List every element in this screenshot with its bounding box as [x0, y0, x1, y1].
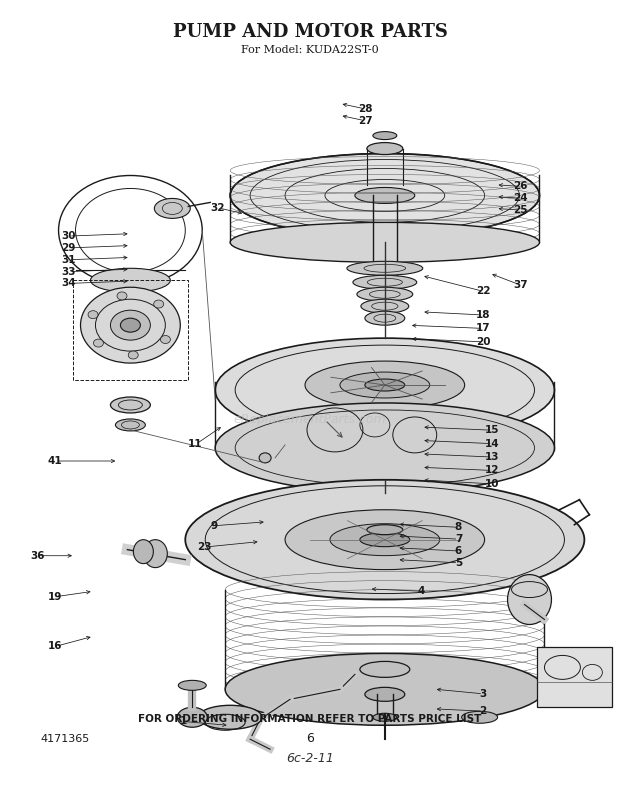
Text: 30: 30: [61, 231, 76, 241]
Ellipse shape: [365, 311, 405, 325]
Ellipse shape: [347, 261, 423, 275]
Text: PUMP AND MOTOR PARTS: PUMP AND MOTOR PARTS: [172, 24, 448, 41]
Text: 12: 12: [485, 465, 500, 475]
Text: 36: 36: [30, 551, 45, 561]
Ellipse shape: [143, 539, 167, 568]
Text: 6: 6: [455, 546, 462, 556]
Text: 33: 33: [61, 267, 76, 277]
Ellipse shape: [225, 653, 544, 725]
Ellipse shape: [133, 539, 153, 564]
Ellipse shape: [367, 524, 403, 535]
Text: 29: 29: [61, 243, 76, 253]
Ellipse shape: [117, 292, 127, 300]
Bar: [73, 280, 188, 380]
Ellipse shape: [110, 310, 151, 340]
Text: 2: 2: [480, 706, 487, 716]
Text: 15: 15: [485, 426, 500, 435]
Text: 7: 7: [455, 534, 462, 544]
Text: 27: 27: [358, 115, 373, 126]
Ellipse shape: [305, 361, 464, 409]
Text: 6c-2-11: 6c-2-11: [286, 752, 334, 765]
Text: 34: 34: [61, 278, 76, 289]
Text: FOR ORDERING INFORMATION REFER TO PARTS PRICE LIST: FOR ORDERING INFORMATION REFER TO PARTS …: [138, 714, 482, 724]
Ellipse shape: [88, 311, 98, 319]
Ellipse shape: [179, 680, 206, 691]
Ellipse shape: [161, 335, 171, 343]
Ellipse shape: [367, 142, 403, 154]
Ellipse shape: [462, 711, 498, 723]
Ellipse shape: [94, 339, 104, 347]
Ellipse shape: [177, 707, 207, 727]
Ellipse shape: [128, 351, 138, 359]
Ellipse shape: [110, 397, 151, 413]
Ellipse shape: [373, 131, 397, 139]
Ellipse shape: [115, 419, 145, 431]
Text: eReplacementParts.com: eReplacementParts.com: [234, 413, 386, 426]
Text: 4: 4: [418, 586, 425, 596]
Ellipse shape: [154, 199, 190, 218]
Ellipse shape: [360, 661, 410, 677]
Ellipse shape: [365, 687, 405, 702]
Text: 3: 3: [480, 689, 487, 698]
Text: 5: 5: [455, 558, 462, 568]
Text: 13: 13: [485, 452, 500, 462]
Text: 17: 17: [476, 324, 490, 334]
Text: 11: 11: [188, 440, 203, 449]
Ellipse shape: [360, 532, 410, 547]
Text: For Model: KUDA22ST-0: For Model: KUDA22ST-0: [241, 45, 379, 55]
Text: 19: 19: [48, 592, 63, 602]
Text: 14: 14: [485, 439, 500, 448]
Text: 28: 28: [358, 104, 373, 114]
Ellipse shape: [353, 275, 417, 290]
Ellipse shape: [230, 153, 539, 237]
Text: 16: 16: [48, 642, 63, 652]
Ellipse shape: [259, 453, 271, 463]
Ellipse shape: [361, 299, 409, 313]
Text: 32: 32: [210, 202, 224, 213]
Ellipse shape: [198, 706, 262, 729]
Text: 41: 41: [48, 456, 63, 466]
Ellipse shape: [340, 372, 430, 398]
Ellipse shape: [508, 574, 551, 624]
Text: 10: 10: [485, 479, 500, 489]
Ellipse shape: [357, 287, 413, 301]
Bar: [538, 648, 613, 707]
Ellipse shape: [330, 524, 440, 555]
Ellipse shape: [373, 713, 397, 721]
Text: 20: 20: [476, 337, 490, 346]
Text: 22: 22: [476, 286, 490, 297]
Text: 1: 1: [180, 717, 187, 726]
Ellipse shape: [215, 338, 554, 442]
Text: 9: 9: [211, 520, 218, 531]
Ellipse shape: [185, 480, 585, 600]
Text: 4171365: 4171365: [41, 734, 90, 744]
Ellipse shape: [120, 318, 140, 332]
Text: 24: 24: [513, 193, 528, 203]
Ellipse shape: [285, 509, 485, 570]
Text: 23: 23: [198, 542, 212, 552]
Text: 37: 37: [513, 280, 528, 290]
Text: 25: 25: [513, 205, 528, 215]
Ellipse shape: [355, 187, 415, 203]
Text: 26: 26: [513, 181, 528, 191]
Ellipse shape: [154, 300, 164, 308]
Ellipse shape: [215, 403, 554, 493]
Text: 31: 31: [61, 255, 76, 265]
Ellipse shape: [91, 268, 170, 292]
Text: 6: 6: [306, 732, 314, 745]
Ellipse shape: [230, 222, 539, 263]
Ellipse shape: [81, 287, 180, 363]
Text: 8: 8: [455, 522, 462, 532]
Text: 18: 18: [476, 310, 490, 320]
Ellipse shape: [365, 379, 405, 391]
